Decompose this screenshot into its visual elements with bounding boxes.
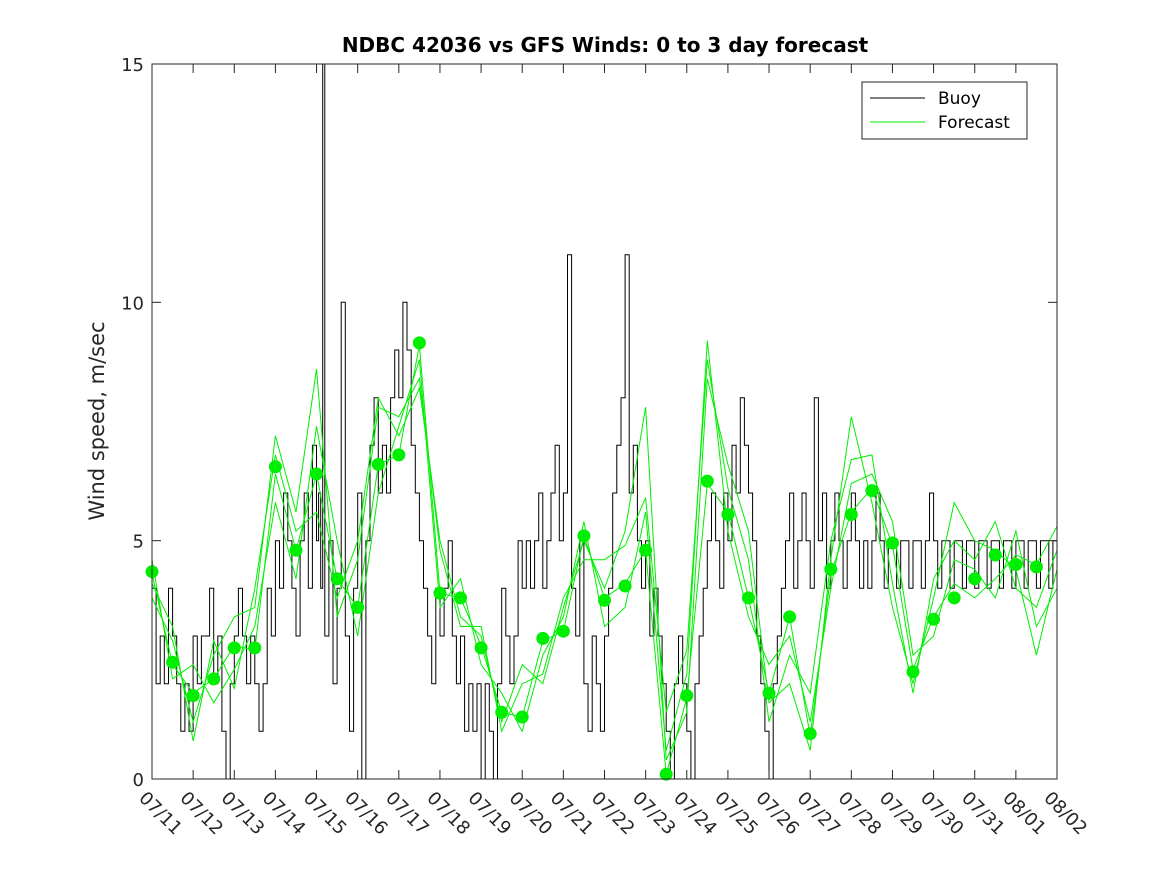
x-tick-label: 07/23 <box>628 788 680 840</box>
legend-buoy-label: Buoy <box>938 89 981 109</box>
y-tick-label: 0 <box>133 770 144 791</box>
x-tick-label: 07/30 <box>916 788 968 840</box>
forecast-marker <box>886 536 899 550</box>
forecast-marker <box>412 336 426 350</box>
forecast-marker <box>248 641 262 655</box>
forecast-marker <box>289 543 303 557</box>
x-tick-label: 07/16 <box>340 788 392 840</box>
forecast-series-line-2 <box>151 340 1058 751</box>
buoy-series-line <box>152 63 1057 780</box>
plot-area <box>145 63 1058 781</box>
forecast-marker <box>700 474 714 488</box>
legend: Buoy Forecast <box>861 81 1028 140</box>
forecast-marker <box>803 727 817 741</box>
x-tick-label: 07/15 <box>299 788 351 840</box>
x-tick-label: 07/21 <box>546 788 598 840</box>
forecast-marker <box>515 710 529 724</box>
x-tick-label: 08/02 <box>1039 788 1091 840</box>
y-tick-label: 15 <box>121 55 144 76</box>
forecast-marker <box>166 655 180 669</box>
forecast-marker <box>659 767 673 781</box>
y-axis-title: Wind speed, m/sec <box>85 321 109 520</box>
forecast-marker <box>1029 560 1043 574</box>
forecast-marker <box>618 579 632 593</box>
x-tick-label: 08/01 <box>998 788 1050 840</box>
y-tick-label: 10 <box>121 293 144 314</box>
forecast-marker <box>680 689 694 703</box>
forecast-marker <box>371 457 385 471</box>
x-tick-label: 07/11 <box>134 788 186 840</box>
forecast-marker <box>310 467 323 481</box>
forecast-marker <box>227 641 241 655</box>
forecast-marker <box>824 562 838 576</box>
legend-forecast-label: Forecast <box>938 113 1010 133</box>
forecast-marker <box>577 529 591 543</box>
forecast-marker <box>968 572 982 586</box>
forecast-marker <box>844 508 858 521</box>
forecast-marker <box>536 631 550 645</box>
forecast-marker <box>433 586 447 600</box>
x-tick-label: 07/27 <box>793 788 845 840</box>
x-tick-label: 07/31 <box>957 788 1009 840</box>
x-tick-label: 07/28 <box>834 788 886 840</box>
forecast-marker <box>721 508 735 521</box>
x-tick-label: 07/14 <box>258 788 310 840</box>
forecast-marker <box>639 543 653 557</box>
x-tick-label: 07/22 <box>587 788 639 840</box>
x-tick-label: 07/13 <box>217 788 269 840</box>
forecast-marker <box>186 689 200 703</box>
x-tick-label: 07/25 <box>710 788 762 840</box>
x-tick-label: 07/29 <box>875 788 927 840</box>
forecast-marker <box>207 672 221 686</box>
x-tick-label: 07/24 <box>669 788 721 840</box>
y-tick-label: 5 <box>133 532 144 553</box>
forecast-marker <box>742 591 755 605</box>
axes: 05101507/1107/1207/1307/1407/1507/1607/1… <box>121 55 1091 839</box>
x-tick-label: 07/19 <box>464 788 516 840</box>
forecast-marker <box>351 600 365 614</box>
forecast-marker <box>454 591 467 605</box>
forecast-marker <box>598 593 611 607</box>
forecast-marker <box>392 448 406 462</box>
forecast-marker <box>906 665 920 679</box>
forecast-marker <box>762 686 776 700</box>
forecast-marker <box>927 612 941 626</box>
forecast-marker <box>330 572 344 586</box>
x-tick-label: 07/12 <box>176 788 228 840</box>
legend-box <box>861 81 1028 140</box>
forecast-marker <box>783 610 797 624</box>
x-tick-label: 07/18 <box>422 788 474 840</box>
forecast-marker <box>474 641 488 655</box>
forecast-series-line-3 <box>151 378 1058 761</box>
forecast-marker <box>947 591 961 605</box>
forecast-marker <box>268 460 282 474</box>
chart-title: NDBC 42036 vs GFS Winds: 0 to 3 day fore… <box>342 33 869 57</box>
forecast-marker <box>1009 558 1023 571</box>
forecast-marker <box>556 624 570 638</box>
forecast-marker <box>495 705 509 719</box>
x-tick-label: 07/26 <box>751 788 803 840</box>
forecast-marker <box>988 548 1002 562</box>
x-tick-label: 07/17 <box>381 788 433 840</box>
forecast-marker <box>865 484 879 498</box>
x-tick-label: 07/20 <box>505 788 557 840</box>
